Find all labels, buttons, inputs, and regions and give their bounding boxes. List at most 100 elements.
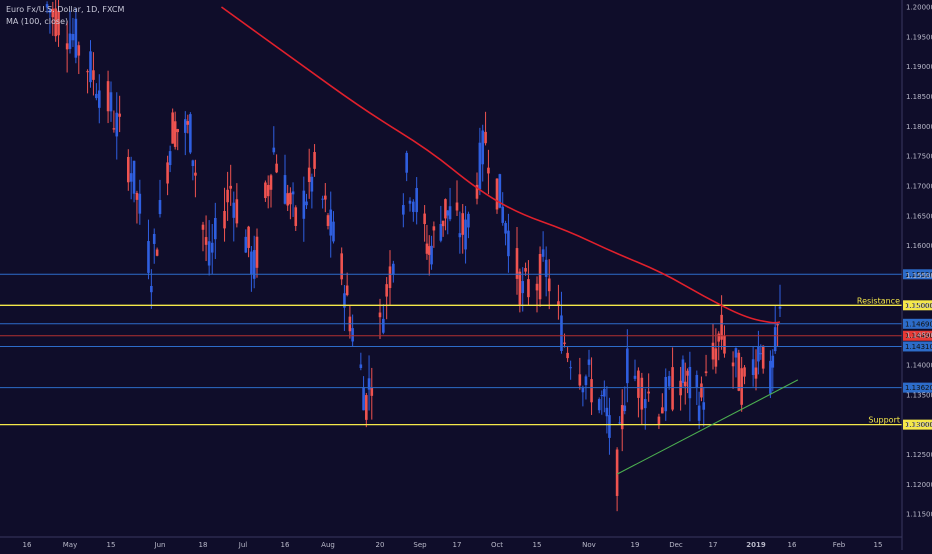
candle-body <box>194 172 197 176</box>
candle-body <box>129 173 133 182</box>
candle-body <box>441 220 445 227</box>
candle-body <box>310 176 314 192</box>
candle-body <box>600 395 604 397</box>
candle-body <box>51 8 55 18</box>
candle-body <box>321 198 324 200</box>
candle-body <box>704 371 708 374</box>
x-tick-label: 15 <box>874 541 883 549</box>
x-tick-label: 16 <box>788 541 797 549</box>
candle-body <box>541 249 545 257</box>
indicator-label[interactable]: MA (100, close) <box>6 17 69 26</box>
chart-legend: Euro Fx/U.S. Dollar, 1D, FXCM MA (100, c… <box>6 4 124 28</box>
y-tick-label: 1.19000 <box>906 63 932 71</box>
candle-body <box>769 360 772 394</box>
symbol-label[interactable]: Euro Fx/U.S. Dollar, 1D, FXCM <box>6 5 125 14</box>
candle-body <box>671 367 674 410</box>
candle-body <box>657 416 661 425</box>
candle-body <box>305 201 308 206</box>
y-tick-label: 1.13000 <box>906 421 932 429</box>
x-tick-label: Aug <box>321 541 335 549</box>
candle-body <box>365 395 368 420</box>
ma-layer <box>220 6 781 324</box>
candle-body <box>186 121 190 125</box>
candle-body <box>484 131 487 144</box>
support-trendline[interactable] <box>616 379 799 475</box>
candle-body <box>737 352 741 391</box>
candle-body <box>266 185 270 197</box>
candle-body <box>773 327 777 352</box>
candle-body <box>269 175 273 190</box>
candle-body <box>247 226 250 248</box>
candle-body <box>683 381 687 387</box>
candle-body <box>771 355 775 368</box>
candle-body <box>388 266 392 289</box>
x-tick-label: May <box>63 541 77 549</box>
candle-body <box>392 263 395 275</box>
candle-body <box>444 199 447 219</box>
candle-body <box>603 388 606 397</box>
candle-body <box>581 387 585 393</box>
candle-body <box>173 121 177 147</box>
candle-body <box>415 188 418 213</box>
candle-body <box>637 370 640 398</box>
candle-body <box>432 226 436 231</box>
price-tag-blue-3 <box>903 341 932 352</box>
price-tag-blue-2 <box>903 318 932 329</box>
y-tick-label: 1.16000 <box>906 242 932 250</box>
candle-body <box>244 236 248 253</box>
candle-body <box>521 281 525 294</box>
candle-body <box>623 405 627 412</box>
candle-body <box>427 246 431 255</box>
level-label-Resistance: Resistance <box>857 296 900 305</box>
y-tick-label: 1.18000 <box>906 123 932 131</box>
candle-body <box>359 364 363 368</box>
candle-body <box>171 112 174 144</box>
x-tick-label: Feb <box>833 541 846 549</box>
y-tick-label: 1.15000 <box>906 302 932 310</box>
candle-body <box>307 167 311 182</box>
time-axis[interactable]: 16 May 15 Jun 18 Jul 16 Aug 20 Sep 17 Oct 15 Nov 19 Dec… <box>0 536 902 549</box>
price-axis[interactable]: 1.20000 1.19500 1.19000 1.18500 1.18000 1.175… <box>901 0 932 550</box>
candle-body <box>697 405 701 421</box>
candle-body <box>408 200 412 204</box>
candle-body <box>723 336 726 354</box>
candle-body <box>86 71 89 73</box>
price-tag-blue-1 <box>903 269 932 280</box>
x-tick-label: Jun <box>154 541 166 549</box>
candle-body <box>71 34 75 41</box>
candle-body <box>695 374 699 388</box>
ma-line[interactable] <box>220 6 781 324</box>
levels-layer: Resistance1.15000Support1.130001.155201.… <box>0 269 932 430</box>
candle-body <box>109 92 113 112</box>
candle-body <box>402 205 405 215</box>
candle-body <box>618 422 621 424</box>
candle-body <box>608 415 611 438</box>
candle-body <box>272 147 276 153</box>
candle-body <box>313 152 316 169</box>
candle-body <box>647 391 650 394</box>
y-tick-label: 1.13500 <box>906 391 932 399</box>
y-tick-label: 1.17500 <box>906 153 932 161</box>
x-tick-label: Sep <box>413 541 427 549</box>
candle-body <box>578 374 582 386</box>
candle-body <box>430 245 433 265</box>
candle-body <box>286 193 289 206</box>
candle-body <box>626 348 629 384</box>
candle-body <box>711 342 715 360</box>
candle-body <box>118 113 121 117</box>
candle-body <box>378 312 382 318</box>
candle-body <box>275 163 278 173</box>
candle-body <box>702 402 706 410</box>
candle-body <box>294 207 298 226</box>
candle-body <box>135 192 139 200</box>
candle-body <box>717 333 721 342</box>
candle-body <box>620 405 624 430</box>
candle-body <box>661 407 664 414</box>
x-tick-label: Nov <box>582 541 596 549</box>
candle-body <box>89 51 92 83</box>
candle-body <box>743 367 746 377</box>
candle-body <box>761 345 765 369</box>
x-tick-label: 16 <box>281 541 290 549</box>
